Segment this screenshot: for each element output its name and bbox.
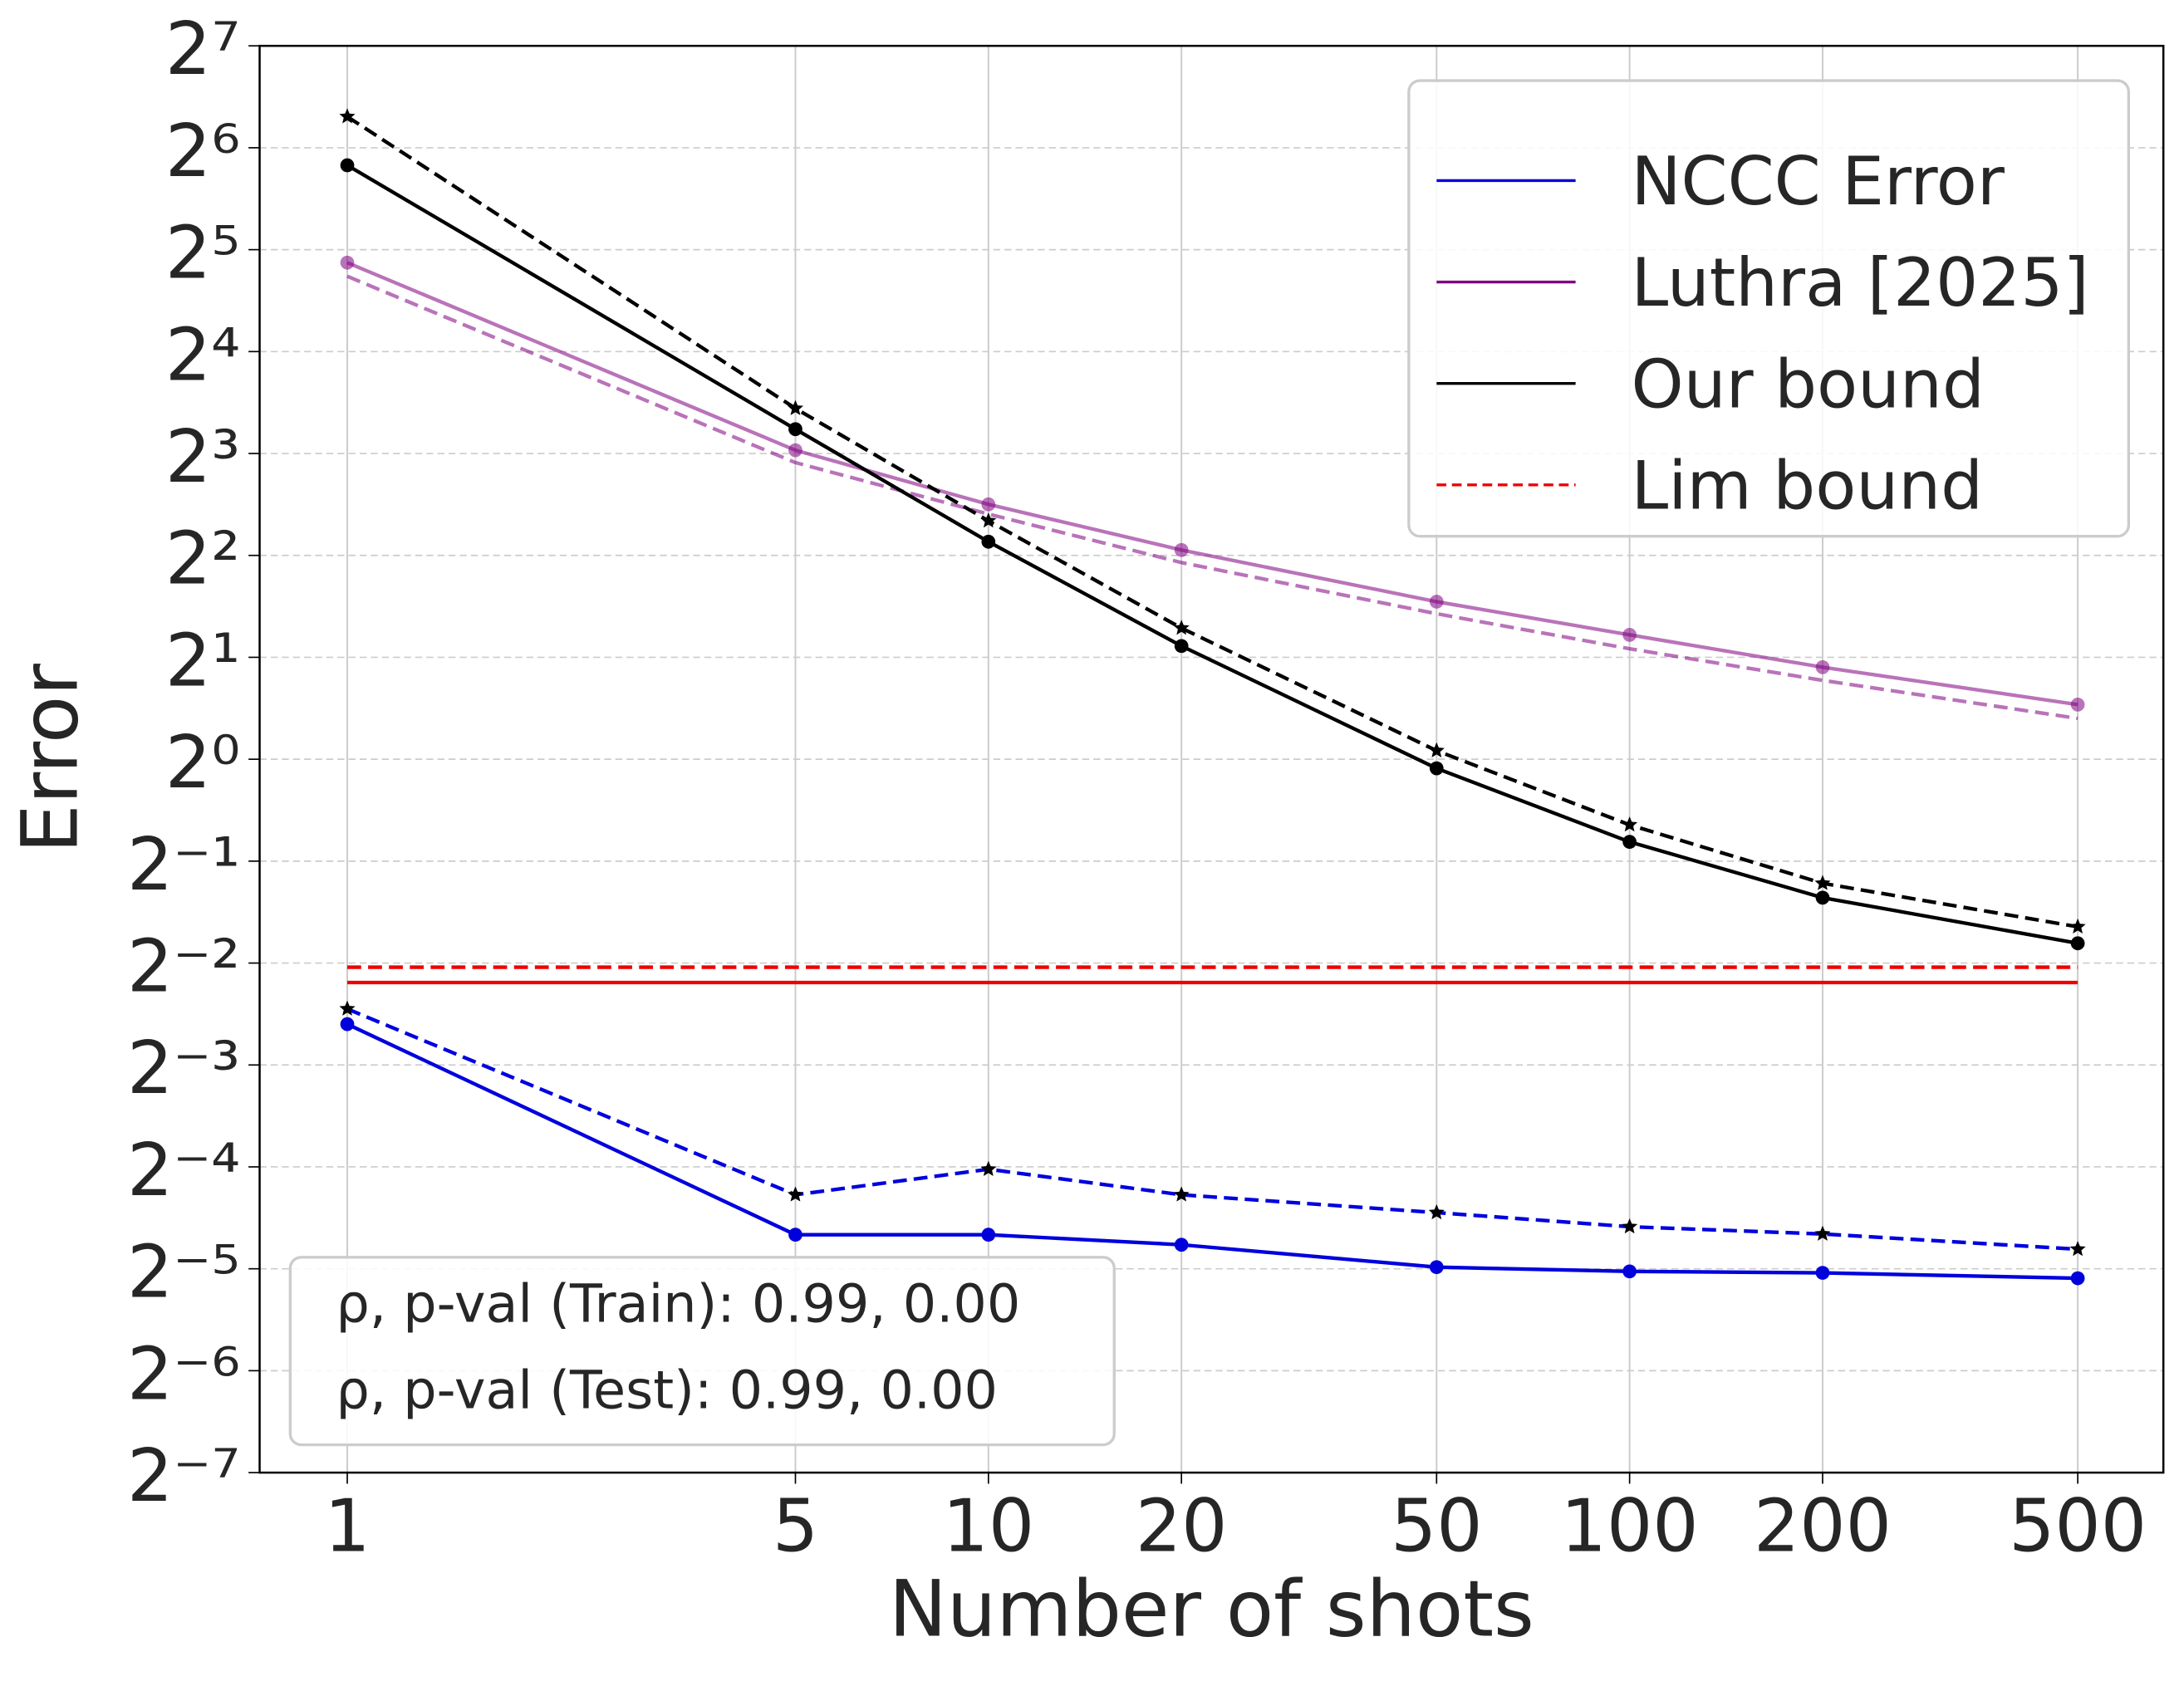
x-tick-label: 200 [1754, 1483, 1892, 1568]
marker [787, 399, 804, 415]
y-tick-label: 2³ [165, 414, 240, 499]
marker [340, 255, 355, 270]
y-axis-label: Error [6, 664, 96, 854]
marker [1428, 742, 1445, 757]
marker [339, 108, 356, 124]
series-line [346, 261, 2078, 707]
marker [1622, 1218, 1638, 1234]
marker [2070, 698, 2085, 712]
y-tick-label: 2⁵ [165, 211, 240, 296]
x-tick-label: 1 [324, 1483, 370, 1568]
annotation: ρ, p-val (Train): 0.99, 0.00 [336, 1273, 1021, 1335]
series-line [346, 274, 2078, 721]
marker [788, 422, 802, 437]
x-axis-label: Number of shots [889, 1565, 1534, 1655]
y-tick-label: 2⁻⁶ [127, 1331, 240, 1416]
marker [1622, 628, 1637, 642]
marker [981, 534, 996, 549]
plot-frame [258, 44, 2165, 1474]
marker [1174, 542, 1189, 557]
x-tick-label: 5 [773, 1483, 818, 1568]
legend-label: NCCC Error [1632, 142, 2005, 220]
marker [340, 1017, 355, 1032]
marker [1622, 835, 1637, 850]
marker [1429, 1260, 1444, 1275]
marker [787, 1186, 804, 1202]
y-tick-label: 2⁻⁴ [127, 1128, 240, 1213]
series-line [346, 115, 2078, 929]
x-tick-label: 10 [942, 1483, 1034, 1568]
marker [1815, 890, 1830, 905]
y-tick-label: 2⁻⁷ [127, 1434, 240, 1518]
marker [1814, 1225, 1831, 1241]
marker [2069, 1241, 2086, 1257]
y-tick-label: 2⁰ [165, 720, 240, 805]
marker [788, 1228, 802, 1242]
marker [1428, 1203, 1445, 1220]
marker [1622, 816, 1638, 832]
y-tick-label: 2⁻² [127, 924, 240, 1009]
legend-label: Luthra [2025] [1632, 243, 2089, 321]
y-tick-label: 2⁻³ [127, 1026, 240, 1110]
marker [1173, 1186, 1190, 1202]
marker [980, 512, 997, 528]
legend-label: Lim bound [1632, 446, 1984, 524]
marker [2070, 936, 2085, 951]
annotation-box [288, 1256, 1116, 1447]
marker [1174, 1237, 1189, 1252]
marker [1815, 1266, 1830, 1280]
marker [981, 1228, 996, 1242]
series-line [346, 164, 2078, 945]
marker [1429, 761, 1444, 776]
x-tick-label: 20 [1136, 1483, 1228, 1568]
series-line [346, 1022, 2078, 1281]
marker [1814, 875, 1831, 890]
legend-box [1407, 79, 2131, 538]
marker [339, 1000, 356, 1016]
marker [1815, 659, 1830, 674]
legend-label: Our bound [1632, 345, 1985, 423]
marker [2070, 1271, 2085, 1286]
x-tick-label: 100 [1561, 1483, 1699, 1568]
marker [1622, 1264, 1637, 1279]
series-line [346, 1007, 2078, 1252]
marker [788, 443, 802, 458]
annotation: ρ, p-val (Test): 0.99, 0.00 [336, 1359, 998, 1420]
y-tick-label: 2⁷ [165, 7, 240, 91]
marker [2069, 918, 2086, 934]
marker [1173, 620, 1190, 635]
marker [980, 1160, 997, 1176]
x-tick-label: 50 [1391, 1483, 1483, 1568]
marker [340, 158, 355, 173]
y-tick-label: 2² [165, 517, 240, 601]
y-tick-label: 2⁶ [165, 109, 240, 194]
x-tick-label: 500 [2009, 1483, 2147, 1568]
y-tick-label: 2⁻¹ [127, 822, 240, 907]
y-tick-label: 2⁴ [165, 312, 240, 397]
marker [981, 497, 996, 512]
marker [1429, 595, 1444, 609]
marker [1174, 639, 1189, 654]
y-tick-label: 2⁻⁵ [127, 1230, 240, 1315]
y-tick-label: 2¹ [165, 618, 240, 703]
